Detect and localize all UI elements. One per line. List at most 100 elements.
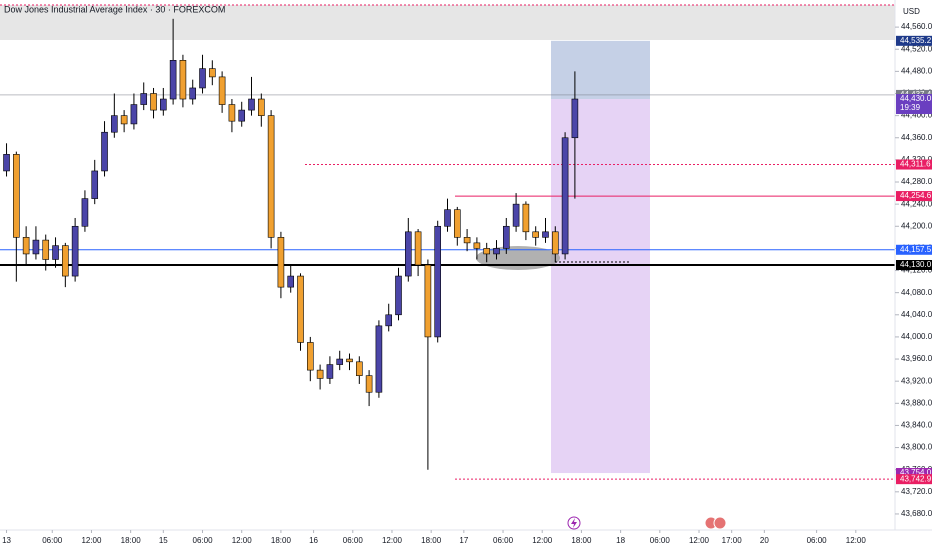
candle-body bbox=[551, 231, 559, 255]
countdown: 19:39 bbox=[900, 103, 921, 112]
candle-body bbox=[365, 375, 373, 393]
flag-icon[interactable] bbox=[713, 516, 727, 530]
x-tick-label: 06:00 bbox=[493, 536, 514, 545]
candle-body bbox=[189, 87, 197, 100]
currency: USD bbox=[903, 7, 920, 16]
x-tick-label: 06:00 bbox=[343, 536, 364, 545]
x-tick-label: 12:00 bbox=[532, 536, 553, 545]
candle-body bbox=[463, 237, 471, 244]
candle-body bbox=[130, 104, 138, 125]
candle-body bbox=[522, 203, 530, 233]
candle-body bbox=[297, 275, 304, 343]
y-tick-label: 43,800.0 bbox=[901, 443, 932, 452]
price-tag-label: 44,254.6 bbox=[900, 191, 932, 200]
candle-body bbox=[385, 314, 393, 327]
candle-body bbox=[473, 242, 481, 249]
resistance-zone bbox=[0, 5, 895, 40]
candle-body bbox=[140, 93, 148, 105]
x-tick-label: 18:00 bbox=[571, 536, 592, 545]
price-tag-label: 44,311.6 bbox=[900, 160, 931, 169]
x-tick-label: 20 bbox=[760, 536, 769, 545]
candle-body bbox=[179, 60, 187, 100]
candle-body bbox=[169, 60, 177, 100]
x-tick-label: 06:00 bbox=[193, 536, 214, 545]
candle-body bbox=[395, 275, 402, 316]
y-tick-label: 44,520.0 bbox=[901, 44, 932, 53]
y-tick-label: 43,960.0 bbox=[901, 354, 932, 363]
candle-body bbox=[561, 137, 569, 255]
candle-body bbox=[532, 231, 539, 238]
candle-body bbox=[32, 239, 40, 255]
x-tick-label: 12:00 bbox=[846, 536, 867, 545]
candle-body bbox=[160, 98, 167, 111]
y-tick-label: 44,000.0 bbox=[901, 332, 932, 341]
candle-body bbox=[52, 245, 59, 260]
y-tick-label: 44,360.0 bbox=[901, 133, 932, 142]
price-tag bbox=[896, 244, 932, 255]
price-tag bbox=[896, 468, 932, 479]
candle-body bbox=[405, 231, 412, 277]
candle-body bbox=[483, 248, 490, 255]
candle-body bbox=[307, 342, 314, 371]
price-tag bbox=[896, 474, 932, 485]
candle-body bbox=[542, 231, 549, 238]
x-tick-label: 18:00 bbox=[271, 536, 292, 545]
y-tick-label: 44,040.0 bbox=[901, 310, 932, 319]
candle-body bbox=[512, 203, 520, 227]
candle-body bbox=[101, 131, 108, 172]
candle-body bbox=[13, 154, 20, 238]
candle-body bbox=[150, 93, 157, 111]
candle-body bbox=[336, 358, 344, 365]
y-tick-label: 43,720.0 bbox=[901, 487, 932, 496]
lightning-icon bbox=[571, 518, 577, 528]
y-tick-label: 43,880.0 bbox=[901, 398, 932, 407]
y-tick-label: 44,400.0 bbox=[901, 111, 932, 120]
candle-body bbox=[434, 225, 442, 338]
candle-body bbox=[326, 364, 334, 379]
position-layer bbox=[551, 40, 650, 474]
candle-body bbox=[199, 68, 206, 89]
price-tag bbox=[896, 260, 932, 270]
x-tick-label: 18:00 bbox=[421, 536, 442, 545]
x-tick-label: 12:00 bbox=[232, 536, 253, 545]
price-tag-label: 43,742.9 bbox=[900, 474, 932, 483]
candle-body bbox=[120, 115, 128, 125]
price-tag bbox=[896, 35, 932, 46]
y-tick-label: 44,280.0 bbox=[901, 177, 932, 186]
profit-zone bbox=[551, 40, 650, 100]
y-tick-label: 44,480.0 bbox=[901, 66, 932, 75]
x-tick-label: 06:00 bbox=[42, 536, 63, 545]
y-tick-label: 44,200.0 bbox=[901, 221, 932, 230]
candle-body bbox=[3, 154, 10, 172]
x-tick-label: 12:00 bbox=[689, 536, 710, 545]
candle-body bbox=[62, 245, 69, 277]
x-tick-label: 15 bbox=[159, 536, 168, 545]
price-tag-label: 43,754.0 bbox=[900, 468, 932, 477]
x-tick-label: 06:00 bbox=[650, 536, 671, 545]
price-tag-label: 44,535.2 bbox=[900, 36, 932, 45]
candle-body bbox=[356, 361, 363, 376]
candle-body bbox=[414, 231, 422, 266]
candle-body bbox=[267, 115, 275, 238]
candle-body bbox=[22, 237, 30, 255]
y-tick-label: 44,080.0 bbox=[901, 288, 932, 297]
y-tick-label: 43,920.0 bbox=[901, 376, 932, 385]
x-tick-label: 17 bbox=[459, 536, 468, 545]
candle-body bbox=[228, 104, 236, 122]
candle-body bbox=[375, 325, 383, 393]
candle-body bbox=[277, 237, 285, 288]
price-tag-label: 44,157.5 bbox=[900, 245, 932, 254]
candle-body bbox=[346, 358, 353, 363]
candle-body bbox=[71, 225, 79, 277]
candle-body bbox=[258, 98, 265, 116]
price-tag bbox=[896, 191, 932, 202]
y-tick-label: 43,840.0 bbox=[901, 421, 932, 430]
price-axis: 43,680.043,720.043,760.043,800.043,840.0… bbox=[895, 22, 932, 518]
y-tick-label: 44,120.0 bbox=[901, 266, 932, 275]
candle-body bbox=[238, 109, 246, 122]
x-tick-label: 18:00 bbox=[121, 536, 142, 545]
candle-body bbox=[424, 264, 432, 338]
